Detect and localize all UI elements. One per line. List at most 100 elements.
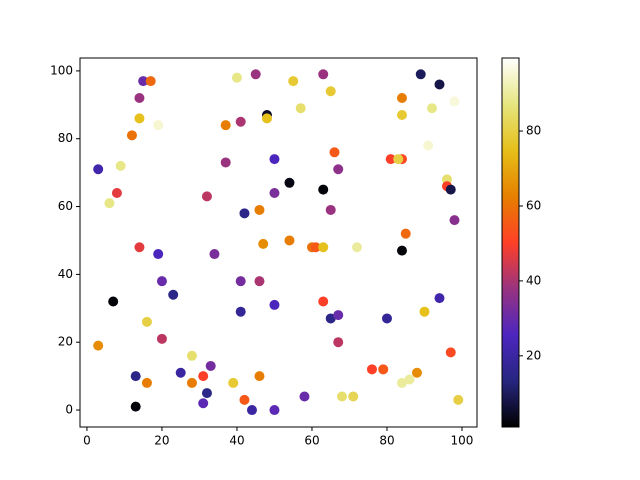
point	[393, 154, 404, 165]
point	[138, 76, 149, 87]
x-tick-label: 100	[451, 434, 474, 448]
point	[333, 337, 344, 348]
x-tick-label: 20	[154, 434, 169, 448]
y-tick-label: 60	[58, 199, 73, 213]
point	[445, 184, 456, 195]
point	[269, 187, 280, 198]
y-tick-label: 20	[58, 335, 73, 349]
point	[288, 76, 299, 87]
point	[318, 242, 329, 253]
point	[250, 69, 261, 80]
point	[453, 394, 464, 405]
point	[269, 299, 280, 310]
point	[351, 242, 362, 253]
point	[254, 276, 265, 287]
point	[434, 293, 445, 304]
x-tick-label: 0	[83, 434, 91, 448]
point	[404, 374, 415, 385]
point	[269, 154, 280, 165]
point	[254, 371, 265, 382]
point	[175, 367, 186, 378]
point	[419, 306, 430, 317]
point	[396, 245, 407, 256]
point	[134, 113, 145, 124]
point	[254, 204, 265, 215]
colorbar-tick-label: 80	[526, 124, 541, 138]
colorbar-tick-label: 20	[526, 348, 541, 362]
point	[434, 79, 445, 90]
point	[325, 86, 336, 97]
point	[186, 377, 197, 388]
y-tick-label: 80	[58, 131, 73, 145]
point	[385, 154, 396, 165]
y-tick-label: 0	[65, 403, 73, 417]
point	[269, 405, 280, 416]
y-tick-label: 40	[58, 267, 73, 281]
plot-frame	[79, 57, 478, 428]
point	[104, 198, 115, 209]
point	[134, 242, 145, 253]
point	[318, 184, 329, 195]
point	[205, 360, 216, 371]
point	[156, 276, 167, 287]
point	[449, 96, 460, 107]
point	[93, 340, 104, 351]
point	[145, 76, 156, 87]
point	[220, 120, 231, 131]
point	[396, 109, 407, 120]
point	[198, 371, 209, 382]
colorbar-tick-label: 60	[526, 198, 541, 212]
point	[235, 116, 246, 127]
point	[348, 391, 359, 402]
point	[220, 157, 231, 168]
point	[325, 204, 336, 215]
point	[153, 120, 164, 131]
point	[130, 401, 141, 412]
point	[186, 350, 197, 361]
point	[153, 249, 164, 260]
point	[141, 377, 152, 388]
point	[246, 405, 257, 416]
point	[381, 313, 392, 324]
point	[445, 347, 456, 358]
point	[318, 69, 329, 80]
colorbar	[501, 57, 520, 428]
point	[235, 276, 246, 287]
point	[235, 306, 246, 317]
point	[415, 69, 426, 80]
point	[231, 72, 242, 83]
point	[366, 364, 377, 375]
point	[400, 228, 411, 239]
x-tick-label: 60	[304, 434, 319, 448]
point	[411, 367, 422, 378]
point	[318, 296, 329, 307]
point	[295, 103, 306, 114]
point	[336, 391, 347, 402]
point	[333, 310, 344, 321]
point	[209, 249, 220, 260]
x-tick-label: 40	[229, 434, 244, 448]
y-tick-label: 100	[50, 63, 73, 77]
point	[201, 388, 212, 399]
point	[329, 147, 340, 158]
point	[423, 140, 434, 151]
point	[378, 364, 389, 375]
point	[201, 191, 212, 202]
point	[168, 289, 179, 300]
x-tick-label: 80	[379, 434, 394, 448]
point	[239, 394, 250, 405]
point	[108, 296, 119, 307]
point	[261, 113, 272, 124]
point	[449, 215, 460, 226]
colorbar-tick-label: 40	[526, 273, 541, 287]
point	[93, 164, 104, 175]
point	[156, 333, 167, 344]
point	[111, 187, 122, 198]
point	[126, 130, 137, 141]
point	[299, 391, 310, 402]
point	[130, 371, 141, 382]
point	[333, 164, 344, 175]
point	[115, 160, 126, 171]
point	[426, 103, 437, 114]
